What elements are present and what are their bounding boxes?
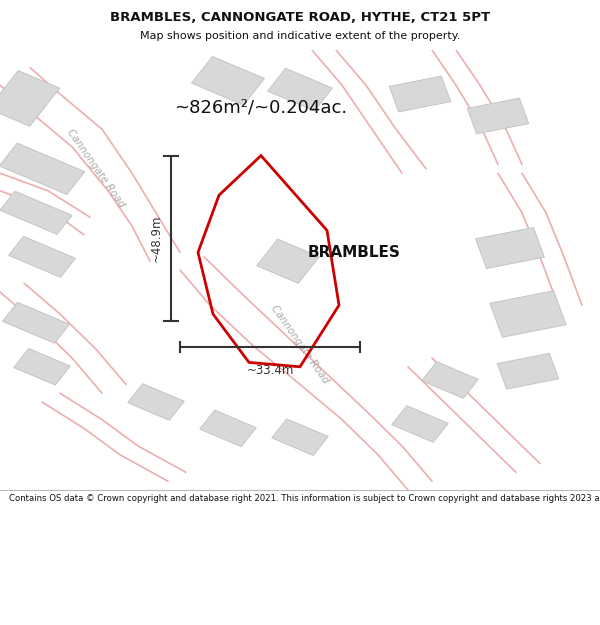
Text: Map shows position and indicative extent of the property.: Map shows position and indicative extent… xyxy=(140,31,460,41)
Text: ~33.4m: ~33.4m xyxy=(247,364,293,377)
Polygon shape xyxy=(476,228,544,269)
Polygon shape xyxy=(200,410,256,447)
Polygon shape xyxy=(422,362,478,398)
Text: Cannongate Road: Cannongate Road xyxy=(65,127,127,210)
Polygon shape xyxy=(490,291,566,338)
Polygon shape xyxy=(257,239,319,283)
Polygon shape xyxy=(272,419,328,456)
Polygon shape xyxy=(392,406,448,442)
Polygon shape xyxy=(467,98,529,134)
Polygon shape xyxy=(2,302,70,343)
Text: ~48.9m: ~48.9m xyxy=(149,214,163,262)
Polygon shape xyxy=(8,236,76,278)
Text: Contains OS data © Crown copyright and database right 2021. This information is : Contains OS data © Crown copyright and d… xyxy=(9,494,600,504)
Polygon shape xyxy=(497,353,559,389)
Polygon shape xyxy=(0,143,85,194)
Text: BRAMBLES: BRAMBLES xyxy=(308,245,400,260)
Polygon shape xyxy=(0,191,72,234)
Polygon shape xyxy=(268,68,332,111)
Text: ~826m²/~0.204ac.: ~826m²/~0.204ac. xyxy=(174,98,347,116)
Polygon shape xyxy=(0,71,60,126)
Polygon shape xyxy=(14,349,70,385)
Polygon shape xyxy=(389,76,451,112)
Text: Cannongate Road: Cannongate Road xyxy=(269,304,331,386)
Polygon shape xyxy=(128,384,184,421)
Polygon shape xyxy=(191,56,265,105)
Text: BRAMBLES, CANNONGATE ROAD, HYTHE, CT21 5PT: BRAMBLES, CANNONGATE ROAD, HYTHE, CT21 5… xyxy=(110,11,490,24)
